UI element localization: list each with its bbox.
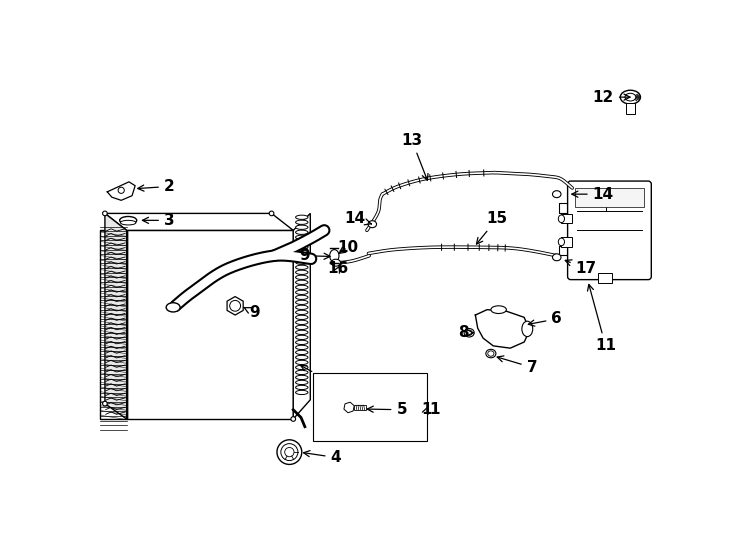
Ellipse shape bbox=[296, 320, 308, 325]
Ellipse shape bbox=[296, 335, 308, 340]
Text: 4: 4 bbox=[304, 450, 341, 465]
Ellipse shape bbox=[296, 390, 308, 395]
Ellipse shape bbox=[296, 345, 308, 349]
Polygon shape bbox=[100, 231, 127, 419]
Ellipse shape bbox=[331, 259, 341, 266]
Ellipse shape bbox=[296, 355, 308, 360]
Ellipse shape bbox=[296, 380, 308, 384]
Ellipse shape bbox=[625, 93, 636, 101]
Ellipse shape bbox=[296, 360, 308, 364]
Polygon shape bbox=[105, 213, 127, 419]
Ellipse shape bbox=[296, 215, 308, 219]
Ellipse shape bbox=[296, 315, 308, 320]
Ellipse shape bbox=[491, 306, 506, 314]
Ellipse shape bbox=[553, 191, 561, 198]
Ellipse shape bbox=[368, 221, 377, 228]
Ellipse shape bbox=[296, 290, 308, 294]
Text: 2: 2 bbox=[138, 179, 175, 194]
Ellipse shape bbox=[296, 280, 308, 285]
Circle shape bbox=[291, 417, 296, 421]
Text: 3: 3 bbox=[142, 213, 175, 228]
Text: 6: 6 bbox=[528, 312, 562, 326]
Ellipse shape bbox=[296, 295, 308, 300]
Ellipse shape bbox=[488, 351, 494, 356]
Text: 13: 13 bbox=[401, 133, 428, 180]
Ellipse shape bbox=[296, 260, 308, 265]
Circle shape bbox=[269, 211, 274, 215]
Ellipse shape bbox=[553, 254, 561, 261]
Ellipse shape bbox=[120, 220, 136, 225]
Text: 5: 5 bbox=[367, 402, 407, 417]
Text: 14: 14 bbox=[345, 211, 371, 226]
Text: 1: 1 bbox=[421, 402, 432, 417]
Ellipse shape bbox=[296, 240, 308, 245]
Text: 14: 14 bbox=[572, 187, 614, 201]
Ellipse shape bbox=[296, 386, 308, 389]
Circle shape bbox=[277, 440, 302, 464]
Polygon shape bbox=[294, 213, 310, 419]
Circle shape bbox=[103, 211, 107, 215]
Ellipse shape bbox=[296, 330, 308, 334]
Ellipse shape bbox=[296, 235, 308, 239]
Ellipse shape bbox=[296, 365, 308, 369]
Polygon shape bbox=[107, 182, 135, 200]
Ellipse shape bbox=[330, 249, 339, 262]
Text: 12: 12 bbox=[592, 90, 630, 105]
Bar bbox=[562, 237, 573, 247]
Ellipse shape bbox=[296, 310, 308, 314]
Bar bbox=[313, 373, 427, 441]
Ellipse shape bbox=[559, 215, 564, 222]
Ellipse shape bbox=[296, 265, 308, 269]
Ellipse shape bbox=[296, 285, 308, 289]
Ellipse shape bbox=[620, 90, 641, 104]
Bar bbox=[562, 214, 573, 224]
Bar bbox=[355, 405, 366, 410]
Ellipse shape bbox=[296, 230, 308, 234]
Circle shape bbox=[103, 401, 107, 406]
Ellipse shape bbox=[296, 255, 308, 259]
Polygon shape bbox=[127, 231, 294, 419]
Bar bbox=[625, 103, 635, 114]
Ellipse shape bbox=[296, 375, 308, 380]
Ellipse shape bbox=[296, 300, 308, 305]
Ellipse shape bbox=[296, 225, 308, 229]
Ellipse shape bbox=[522, 321, 533, 336]
Text: 15: 15 bbox=[476, 211, 508, 244]
Ellipse shape bbox=[296, 370, 308, 375]
Circle shape bbox=[230, 300, 241, 311]
Text: 9: 9 bbox=[299, 248, 330, 264]
Ellipse shape bbox=[296, 245, 308, 249]
Text: 8: 8 bbox=[459, 325, 473, 340]
Text: 11: 11 bbox=[587, 285, 616, 353]
Ellipse shape bbox=[464, 328, 474, 337]
Polygon shape bbox=[105, 213, 294, 231]
Text: 17: 17 bbox=[565, 260, 597, 276]
Ellipse shape bbox=[296, 340, 308, 345]
Ellipse shape bbox=[296, 220, 308, 225]
Bar bbox=[597, 273, 611, 284]
Ellipse shape bbox=[120, 217, 137, 224]
Text: 10: 10 bbox=[337, 240, 358, 255]
Polygon shape bbox=[476, 309, 530, 348]
Ellipse shape bbox=[296, 305, 308, 309]
Ellipse shape bbox=[296, 275, 308, 279]
Ellipse shape bbox=[166, 303, 180, 312]
Ellipse shape bbox=[559, 238, 564, 246]
Ellipse shape bbox=[296, 250, 308, 254]
Ellipse shape bbox=[296, 350, 308, 355]
FancyBboxPatch shape bbox=[567, 181, 651, 280]
Ellipse shape bbox=[466, 330, 472, 335]
Text: 1: 1 bbox=[429, 402, 440, 417]
Text: 16: 16 bbox=[327, 261, 349, 276]
Circle shape bbox=[285, 448, 294, 457]
Circle shape bbox=[118, 187, 124, 193]
Ellipse shape bbox=[296, 270, 308, 274]
Circle shape bbox=[281, 444, 298, 461]
Ellipse shape bbox=[486, 349, 496, 358]
Text: 9: 9 bbox=[244, 305, 260, 320]
Text: 7: 7 bbox=[497, 356, 537, 375]
Bar bbox=[575, 188, 644, 207]
Ellipse shape bbox=[296, 325, 308, 329]
